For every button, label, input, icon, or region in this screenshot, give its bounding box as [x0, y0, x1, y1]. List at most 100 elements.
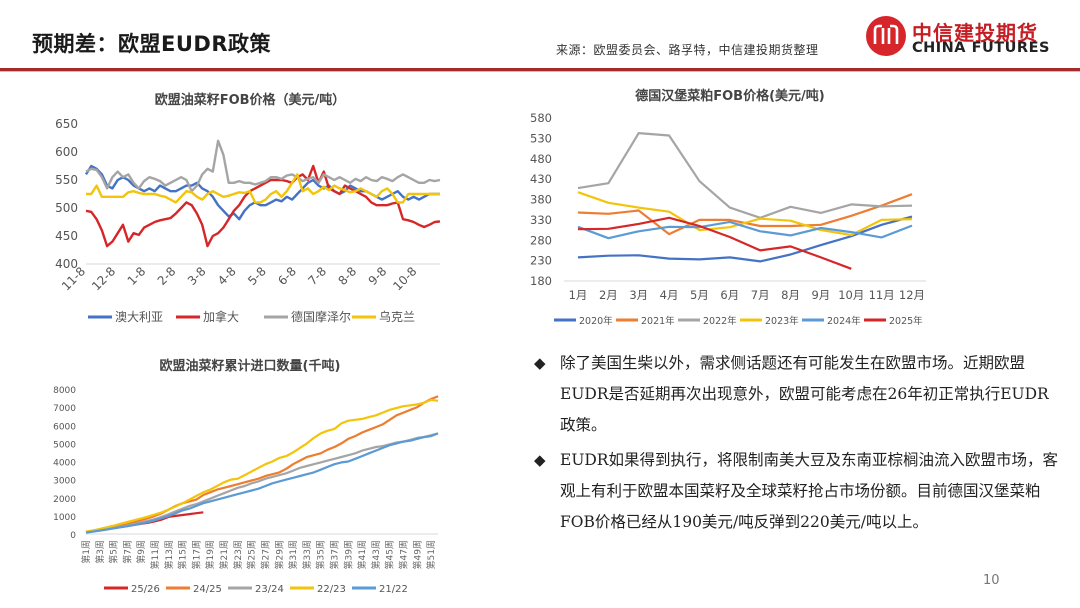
x-tick-label: 6月 [720, 288, 739, 302]
chart-rapeseed-cumulative-imports: 欧盟油菜籽累计进口数量(千吨) 0 1000 2000 3000 4000 5000 6000… [53, 358, 439, 595]
x-tick-label: 10-8 [390, 264, 419, 293]
legend-label: 乌克兰 [379, 309, 415, 324]
legend-label: 澳大利亚 [115, 310, 163, 324]
bullet-text: EUDR如果得到执行，将限制南美大豆及东南亚棕榈油流入欧盟市场，客观上有利于欧盟… [560, 451, 1058, 531]
y-tick-label: 5000 [53, 440, 76, 450]
series-line-23/24 [85, 432, 439, 534]
series-line-加拿大 [85, 164, 441, 248]
x-tick-label: 第35周 [315, 540, 327, 569]
x-tick-label: 2月 [599, 288, 618, 302]
header-divider [0, 68, 1080, 71]
page-title: 预期差：欧盟EUDR政策 [32, 32, 271, 56]
bullet-text: 除了美国生柴以外，需求侧话题还有可能发生在欧盟市场。近期欧盟EUDR是否延期再次… [560, 354, 1049, 434]
series-line-德国摩泽尔 [85, 139, 441, 193]
x-tick-label: 第31周 [287, 540, 299, 569]
legend-label: 2025年 [889, 315, 923, 327]
y-tick-label: 0 [70, 531, 76, 541]
x-tick-label: 第7周 [121, 540, 133, 564]
x-tick-label: 1月 [569, 288, 588, 302]
slide-header: 预期差：欧盟EUDR政策 来源：欧盟委员会、路孚特，中信建投期货整理 中信建投期… [0, 0, 1080, 72]
x-tick-label: 第33周 [301, 540, 313, 569]
header-divider-shadow [0, 71, 1080, 72]
y-tick-label: 4000 [53, 459, 76, 469]
series-line-2020年 [577, 215, 913, 263]
x-tick-label: 第17周 [190, 540, 202, 569]
x-tick-label: 6-8 [275, 264, 299, 288]
legend-label: 2021年 [641, 315, 675, 327]
y-tick-label: 3000 [53, 477, 76, 487]
series-line-24/25 [85, 395, 439, 533]
y-tick-label: 2000 [53, 495, 76, 505]
y-tick-label: 480 [530, 152, 552, 166]
x-tick-label: 5-8 [245, 264, 269, 288]
legend-label: 加拿大 [203, 309, 239, 324]
x-tick-label: 3月 [629, 288, 648, 302]
x-tick-label: 7月 [751, 288, 770, 302]
y-tick-label: 550 [55, 173, 78, 187]
bullet-item: ◆ EUDR如果得到执行，将限制南美大豆及东南亚棕榈油流入欧盟市场，客观上有利于… [534, 445, 1064, 538]
page-number: 10 [983, 573, 1000, 588]
y-tick-label: 330 [530, 213, 552, 227]
x-tick-label: 12-8 [89, 264, 118, 293]
legend-label: 2022年 [703, 315, 737, 327]
y-tick-label: 230 [530, 254, 552, 268]
x-tick-label: 第3周 [94, 540, 106, 564]
y-tick-label: 180 [530, 274, 552, 288]
x-tick-label: 第21周 [218, 540, 230, 569]
source-note: 来源：欧盟委员会、路孚特，中信建投期货整理 [556, 43, 819, 57]
x-tick-label: 第9周 [135, 540, 147, 564]
x-tick-label: 8月 [781, 288, 800, 302]
x-tick-label: 第41周 [356, 540, 368, 569]
legend-label: 德国摩泽尔 [291, 309, 351, 324]
diamond-bullet-icon: ◆ [534, 354, 546, 372]
company-logo: 中信建投期货 CHINA FUTURES [866, 16, 1056, 60]
legend-label: 2020年 [579, 315, 613, 327]
x-tick-label: 第45周 [384, 540, 396, 569]
chart-title: 德国汉堡菜粕FOB价格(美元/吨) [635, 88, 824, 104]
y-tick-label: 600 [55, 145, 78, 159]
series-line-22/23 [85, 398, 439, 533]
series-line-2021年 [577, 193, 913, 236]
y-tick-label: 500 [55, 201, 78, 215]
x-tick-label: 10月 [838, 288, 864, 302]
x-tick-label: 第15周 [177, 540, 189, 569]
x-tick-label: 第23周 [232, 540, 244, 569]
legend-label: 2024年 [827, 315, 861, 327]
commentary-bullets: ◆ 除了美国生柴以外，需求侧话题还有可能发生在欧盟市场。近期欧盟EUDR是否延期… [534, 348, 1064, 542]
legend-label: 23/24 [255, 584, 284, 595]
y-tick-label: 7000 [53, 404, 76, 414]
y-tick-label: 400 [55, 257, 78, 271]
series-line-2022年 [577, 131, 913, 219]
chart-title: 欧盟油菜籽FOB价格（美元/吨） [155, 92, 346, 108]
y-tick-label: 650 [55, 117, 78, 131]
x-tick-label: 第1周 [80, 540, 92, 564]
x-tick-label: 3-8 [185, 264, 209, 288]
series-line-2024年 [577, 220, 913, 240]
y-tick-label: 530 [530, 131, 552, 145]
x-tick-label: 7-8 [305, 264, 329, 288]
x-tick-label: 第39周 [342, 540, 354, 569]
x-tick-label: 1-8 [125, 264, 149, 288]
legend-label: 22/23 [317, 584, 346, 595]
x-tick-label: 9月 [811, 288, 830, 302]
x-tick-label: 第51周 [425, 540, 437, 569]
x-tick-label: 4月 [660, 288, 679, 302]
y-tick-label: 6000 [53, 422, 76, 432]
y-tick-label: 430 [530, 172, 552, 186]
legend-label: 21/22 [379, 584, 408, 595]
x-tick-label: 第27周 [259, 540, 271, 569]
x-tick-label: 第43周 [370, 540, 382, 569]
legend-label: 2023年 [765, 315, 799, 327]
x-tick-label: 11月 [869, 288, 895, 302]
bullet-item: ◆ 除了美国生柴以外，需求侧话题还有可能发生在欧盟市场。近期欧盟EUDR是否延期… [534, 348, 1064, 441]
y-tick-label: 280 [530, 233, 552, 247]
x-tick-label: 8-8 [336, 264, 360, 288]
x-tick-label: 12月 [899, 288, 925, 302]
series-line-乌克兰 [86, 173, 440, 204]
series-line-21/22 [85, 432, 439, 534]
y-tick-label: 450 [55, 229, 78, 243]
x-tick-label: 第29周 [273, 540, 285, 569]
x-tick-label: 2-8 [155, 264, 179, 288]
x-tick-label: 第11周 [149, 540, 161, 569]
